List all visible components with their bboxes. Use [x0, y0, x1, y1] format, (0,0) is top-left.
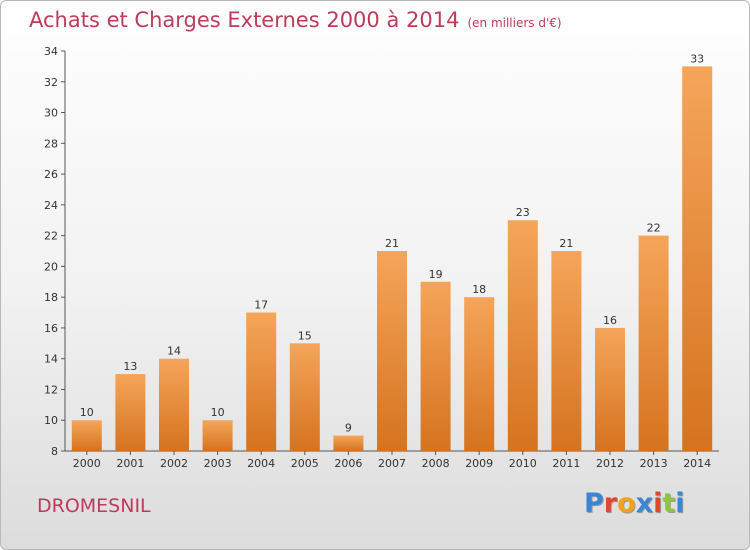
y-tick-label: 34: [44, 45, 58, 58]
place-name: DROMESNIL: [37, 495, 151, 517]
proxiti-logo: Proxiti: [584, 488, 685, 519]
y-tick-label: 28: [44, 137, 58, 150]
x-tick-label: 2012: [596, 457, 624, 470]
bar-value-label: 17: [254, 299, 268, 312]
x-tick-label: 2008: [422, 457, 450, 470]
y-tick-label: 14: [44, 353, 58, 366]
bar-value-label: 33: [690, 52, 704, 65]
logo-letter: i: [653, 488, 663, 519]
bar: [246, 312, 277, 451]
bar: [507, 220, 538, 451]
bar: [333, 435, 364, 451]
y-tick-label: 12: [44, 383, 58, 396]
y-tick-label: 30: [44, 107, 58, 120]
unit-note: (en milliers d'€): [467, 16, 562, 30]
chart-axes: 8 10 12 14 16 18 20 22 24 26 28 30 32 34 2000 2001 2002 2…: [44, 45, 719, 470]
y-tick-label: 10: [44, 414, 58, 427]
bar: [638, 235, 669, 451]
bar: [551, 251, 582, 451]
bar-value-label: 15: [298, 329, 312, 342]
logo-letter: r: [603, 488, 618, 519]
logo-letter: P: [584, 488, 604, 519]
y-tick-label: 32: [44, 76, 58, 89]
x-tick-label: 2004: [247, 457, 275, 470]
bar-value-label: 10: [80, 406, 94, 419]
x-tick-label: 2013: [640, 457, 668, 470]
bar-value-label: 21: [385, 237, 399, 250]
bar-value-label: 21: [559, 237, 573, 250]
x-tick-label: 2000: [73, 457, 101, 470]
bar-value-label: 13: [123, 360, 137, 373]
bar-value-label: 16: [603, 314, 617, 327]
bar-value-label: 23: [516, 206, 530, 219]
bar-value-label: 9: [345, 422, 352, 435]
bar: [595, 327, 625, 451]
x-tick-label: 2006: [334, 457, 362, 470]
bar-value-label: 19: [429, 268, 443, 281]
logo-letter: t: [662, 488, 676, 519]
chart-title: Achats et Charges Externes 2000 à 2014 (e…: [29, 8, 562, 32]
bar: [420, 281, 451, 451]
bar: [159, 358, 189, 451]
bar: [202, 420, 233, 451]
x-tick-label: 2007: [378, 457, 406, 470]
x-tick-label: 2009: [465, 457, 493, 470]
x-tick-label: 2003: [204, 457, 232, 470]
x-tick-label: 2014: [683, 457, 711, 470]
x-tick-label: 2010: [509, 457, 537, 470]
bar-value-label: 22: [647, 222, 661, 235]
y-tick-label: 26: [44, 168, 58, 181]
bar-value-label: 18: [472, 283, 486, 296]
logo-letter: x: [635, 488, 654, 519]
chart-bars: [71, 66, 713, 451]
y-tick-label: 16: [44, 322, 58, 335]
x-tick-label: 2011: [552, 457, 580, 470]
bar: [115, 374, 146, 451]
x-tick-label: 2001: [116, 457, 144, 470]
chart-data-labels: 10 13 14 10 17 15 9 21 19 18 23 21 16 22 33: [80, 52, 704, 434]
logo-letter: o: [617, 488, 636, 519]
y-tick-label: 18: [44, 291, 58, 304]
chart-title-text: Achats et Charges Externes 2000 à 2014: [29, 8, 460, 32]
x-tick-label: 2002: [160, 457, 188, 470]
y-tick-label: 24: [44, 199, 58, 212]
y-tick-label: 8: [51, 445, 58, 458]
bar: [377, 251, 407, 451]
bar-value-label: 14: [167, 345, 181, 358]
x-tick-label: 2005: [291, 457, 319, 470]
y-tick-label: 20: [44, 260, 58, 273]
logo-letter: i: [675, 488, 685, 519]
bar: [464, 297, 495, 451]
bar: [289, 343, 320, 451]
y-tick-label: 22: [44, 230, 58, 243]
bar: [682, 66, 713, 451]
bar-value-label: 10: [211, 406, 225, 419]
bar: [71, 420, 102, 451]
